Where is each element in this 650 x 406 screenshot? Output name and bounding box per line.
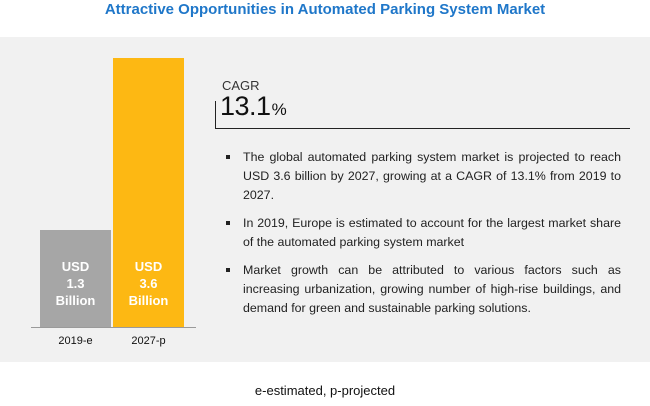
bar-value-line: Billion bbox=[128, 293, 169, 308]
x-tick-label: 2027-p bbox=[131, 335, 166, 347]
bar-value-label: USD 1.3 Billion bbox=[40, 258, 111, 309]
cagr-divider-horizontal bbox=[215, 128, 630, 129]
bar-value-line: Billion bbox=[55, 293, 96, 308]
cagr-value: 13.1% bbox=[220, 91, 287, 122]
bullet-icon bbox=[226, 221, 230, 225]
bar-value-line: USD bbox=[61, 259, 90, 274]
cagr-unit: % bbox=[271, 100, 287, 119]
bullet-icon bbox=[226, 268, 230, 272]
bullet-icon bbox=[226, 155, 230, 159]
chart-title: Attractive Opportunities in Automated Pa… bbox=[104, 1, 546, 18]
content-panel: USD 1.3 Billion 2019-e USD 3.6 Billion 2027-p C… bbox=[0, 37, 650, 362]
highlights-list: The global automated parking system mark… bbox=[225, 148, 621, 327]
cagr-label: CAGR bbox=[222, 78, 260, 93]
footnote: e-estimated, p-projected bbox=[254, 383, 396, 398]
bar-chart: USD 1.3 Billion 2019-e USD 3.6 Billion 2027-p bbox=[0, 37, 210, 362]
bar-2019-e: USD 1.3 Billion bbox=[40, 230, 111, 327]
highlight-text: The global automated parking system mark… bbox=[243, 150, 621, 202]
highlight-item: Market growth can be attributed to vario… bbox=[225, 261, 621, 318]
bar-value-line: 1.3 bbox=[66, 276, 85, 291]
x-tick-label: 2019-e bbox=[58, 335, 93, 347]
cagr-divider-vertical bbox=[215, 101, 216, 128]
highlight-text: In 2019, Europe is estimated to account … bbox=[243, 216, 621, 249]
highlight-text: Market growth can be attributed to vario… bbox=[243, 263, 621, 315]
cagr-number: 13.1 bbox=[220, 91, 271, 121]
bar-value-label: USD 3.6 Billion bbox=[113, 258, 184, 309]
bar-2027-p: USD 3.6 Billion bbox=[113, 58, 184, 327]
highlight-item: The global automated parking system mark… bbox=[225, 148, 621, 205]
x-axis-baseline bbox=[31, 327, 196, 328]
bar-value-line: 3.6 bbox=[139, 276, 158, 291]
bar-value-line: USD bbox=[134, 259, 163, 274]
highlight-item: In 2019, Europe is estimated to account … bbox=[225, 214, 621, 252]
